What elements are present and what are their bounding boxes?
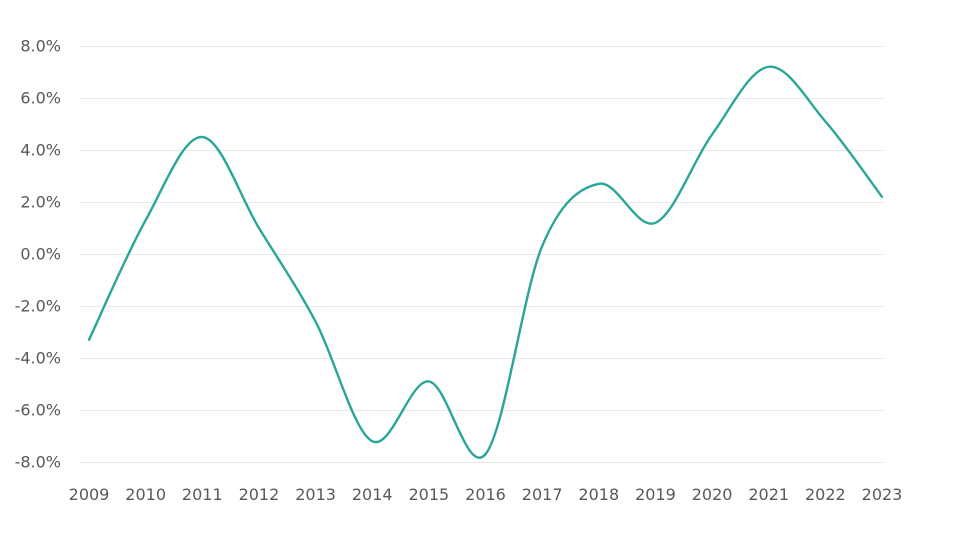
data-point-2018[interactable] bbox=[595, 180, 603, 188]
x-axis-tick-labels: 2009 2010 2011 2012 2013 2014 2015 2016 2017 2018… bbox=[69, 485, 903, 504]
x-tick-label: 2010 bbox=[125, 485, 166, 504]
x-tick-label: 2022 bbox=[805, 485, 846, 504]
x-tick-label: 2016 bbox=[465, 485, 506, 504]
x-tick-label: 2011 bbox=[182, 485, 223, 504]
data-point-2023[interactable] bbox=[878, 193, 886, 201]
y-tick-label: 0.0% bbox=[20, 245, 61, 264]
y-tick-label: -8.0% bbox=[15, 453, 61, 472]
y-axis-tick-labels: -8.0% -6.0% -4.0% -2.0% 0.0% 2.0% 4.0% 6.0% 8.0% bbox=[15, 37, 61, 472]
series-line bbox=[87, 65, 884, 459]
x-tick-label: 2009 bbox=[69, 485, 110, 504]
x-tick-label: 2023 bbox=[862, 485, 903, 504]
data-point-2020[interactable] bbox=[708, 130, 716, 138]
x-tick-label: 2015 bbox=[408, 485, 449, 504]
data-point-2010[interactable] bbox=[142, 216, 150, 224]
series-layer bbox=[85, 63, 886, 459]
data-point-2017[interactable] bbox=[538, 242, 546, 250]
x-tick-label: 2012 bbox=[239, 485, 280, 504]
data-point-2009[interactable] bbox=[85, 336, 93, 344]
x-tick-label: 2020 bbox=[692, 485, 733, 504]
data-point-2012[interactable] bbox=[255, 224, 263, 232]
y-tick-label: 4.0% bbox=[20, 141, 61, 160]
x-tick-label: 2014 bbox=[352, 485, 393, 504]
data-point-2022[interactable] bbox=[821, 117, 829, 125]
y-tick-label: 2.0% bbox=[20, 193, 61, 212]
y-tick-label: -4.0% bbox=[15, 349, 61, 368]
x-tick-label: 2021 bbox=[748, 485, 789, 504]
x-tick-label: 2013 bbox=[295, 485, 336, 504]
data-point-2013[interactable] bbox=[312, 318, 320, 326]
y-tick-label: -6.0% bbox=[15, 401, 61, 420]
data-point-2016[interactable] bbox=[482, 450, 490, 458]
y-tick-label: -2.0% bbox=[15, 297, 61, 316]
x-tick-label: 2017 bbox=[522, 485, 563, 504]
data-point-2021[interactable] bbox=[765, 63, 773, 71]
data-point-2014[interactable] bbox=[368, 437, 376, 445]
gridlines bbox=[80, 46, 884, 463]
data-point-2015[interactable] bbox=[425, 377, 433, 385]
data-point-2019[interactable] bbox=[651, 219, 659, 227]
x-tick-label: 2019 bbox=[635, 485, 676, 504]
x-tick-label: 2018 bbox=[578, 485, 619, 504]
data-point-2011[interactable] bbox=[198, 133, 206, 141]
y-tick-label: 6.0% bbox=[20, 89, 61, 108]
y-tick-label: 8.0% bbox=[20, 37, 61, 56]
